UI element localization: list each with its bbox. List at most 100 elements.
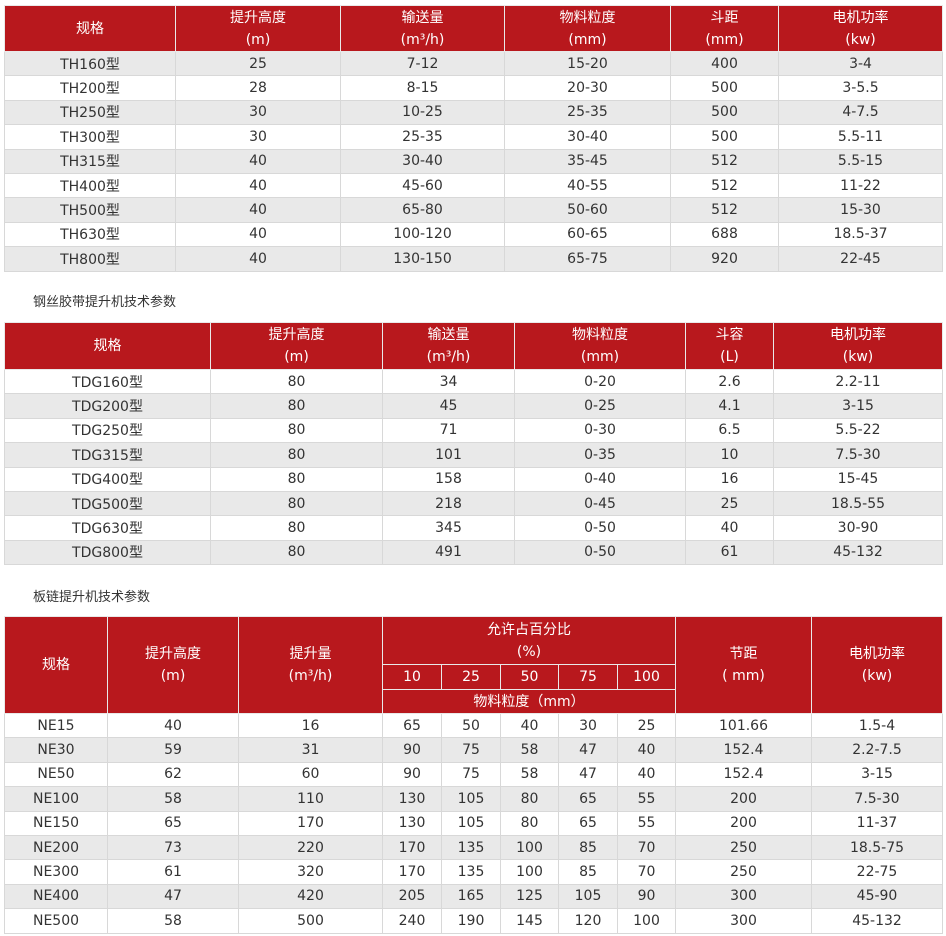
table-row: TH200型 28 8-15 20-30 500 3-5.5	[4, 75, 943, 101]
table-cell: 90	[382, 761, 442, 788]
table-cell: 170	[382, 834, 442, 861]
table-cell: 158	[382, 466, 515, 492]
table-cell: 40	[617, 737, 676, 763]
table-cell: 40	[685, 515, 774, 541]
table-cell: 512	[670, 172, 779, 199]
table-cell: 31	[238, 737, 383, 763]
table-cell: 28	[175, 75, 341, 101]
table-cell: 130-150	[340, 246, 505, 272]
table-cell: 61	[107, 859, 239, 885]
table-cell: 0-30	[514, 417, 686, 444]
header-lift-height: 提升高度 (m)	[107, 616, 239, 714]
table-cell: 22-75	[811, 859, 943, 885]
table-cell: 65-80	[340, 197, 505, 223]
header-percent-value: 75	[558, 664, 618, 690]
table-cell: 11-37	[811, 810, 943, 836]
table-row: TH315型 40 30-40 35-45 512 5.5-15	[4, 148, 943, 174]
table-cell: 105	[441, 786, 501, 812]
table-cell: 40	[500, 712, 559, 739]
header-percent-value: 50	[500, 664, 559, 690]
table-cell: 0-50	[514, 515, 686, 541]
table-cell: 135	[441, 834, 501, 861]
table-cell: 145	[500, 908, 559, 934]
table-cell: 240	[382, 908, 442, 934]
caption-steel-belt-elevator: 钢丝胶带提升机技术参数	[33, 295, 177, 310]
table-cell: TH200型	[4, 75, 176, 101]
table-cell: 25-35	[504, 99, 671, 126]
table-row: TDG250型 80 71 0-30 6.5 5.5-22	[4, 417, 943, 444]
table-cell: TH160型	[4, 50, 176, 77]
table-cell: 688	[670, 221, 779, 248]
column-header: 提升高度 (m)	[210, 322, 383, 370]
table-cell: 920	[670, 246, 779, 272]
table-cell: 18.5-55	[773, 490, 943, 517]
table-cell: 34	[382, 368, 515, 395]
table-cell: NE200	[4, 834, 108, 861]
table-row: NE300 61 320 170 135 100 85 70 250 22-75	[4, 859, 943, 885]
table-cell: 200	[675, 786, 812, 812]
table-cell: 55	[617, 786, 676, 812]
table-cell: 30-90	[773, 515, 943, 541]
table-cell: TDG630型	[4, 515, 211, 541]
table-cell: TDG250型	[4, 417, 211, 444]
table-cell: 152.4	[675, 761, 812, 788]
table-cell: 101	[382, 442, 515, 468]
table-cell: 75	[441, 761, 501, 788]
table-cell: TH800型	[4, 246, 176, 272]
table-cell: 58	[500, 761, 559, 788]
table-row: TDG500型 80 218 0-45 25 18.5-55	[4, 490, 943, 517]
table-row: NE100 58 110 130 105 80 65 55 200 7.5-30	[4, 786, 943, 812]
table-cell: 70	[617, 834, 676, 861]
table-cell: 130	[382, 786, 442, 812]
table-cell: 22-45	[778, 246, 943, 272]
table-cell: 3-15	[811, 761, 943, 788]
table-cell: 80	[210, 490, 383, 517]
header-percent-value: 100	[617, 664, 676, 690]
table-cell: 3-5.5	[778, 75, 943, 101]
table-cell: 130	[382, 810, 442, 836]
column-header: 电机功率 (kw)	[778, 5, 943, 52]
table-cell: 15-20	[504, 50, 671, 77]
table-row: NE50 62 60 90 75 58 47 40 152.4 3-15	[4, 761, 943, 788]
table-cell: 58	[500, 737, 559, 763]
table-cell: 420	[238, 883, 383, 910]
table-row: NE500 58 500 240 190 145 120 100 300 45-132	[4, 908, 943, 934]
table-cell: TDG500型	[4, 490, 211, 517]
table-cell: 4-7.5	[778, 99, 943, 126]
table-row: TDG160型 80 34 0-20 2.6 2.2-11	[4, 368, 943, 395]
column-header: 斗距 (mm)	[670, 5, 779, 52]
table-cell: NE30	[4, 737, 108, 763]
table-cell: 80	[210, 417, 383, 444]
table-row: TDG400型 80 158 0-40 16 15-45	[4, 466, 943, 492]
table-row: NE200 73 220 170 135 100 85 70 250 18.5-75	[4, 834, 943, 861]
table-cell: 40	[617, 761, 676, 788]
table-cell: NE500	[4, 908, 108, 934]
table-cell: TDG315型	[4, 442, 211, 468]
header-pitch: 节距( mm)	[675, 616, 812, 714]
table-cell: 47	[558, 737, 618, 763]
table-cell: TH250型	[4, 99, 176, 126]
table-cell: 4.1	[685, 393, 774, 419]
table-cell: 47	[107, 883, 239, 910]
table-cell: 250	[675, 834, 812, 861]
table-cell: 45-132	[773, 539, 943, 566]
column-header: 物料粒度 (mm)	[504, 5, 671, 52]
table-cell: 0-40	[514, 466, 686, 492]
header-percent-value: 25	[441, 664, 501, 690]
table-cell: 80	[210, 393, 383, 419]
table-cell: 65-75	[504, 246, 671, 272]
table-cell: 65	[558, 786, 618, 812]
table-cell: 100	[500, 859, 559, 885]
table-cell: 16	[238, 712, 383, 739]
table-cell: TDG200型	[4, 393, 211, 419]
table-cell: 30	[175, 124, 341, 150]
table-row: TH300型 30 25-35 30-40 500 5.5-11	[4, 124, 943, 150]
table-cell: 6.5	[685, 417, 774, 444]
table-row: TH800型 40 130-150 65-75 920 22-45	[4, 246, 943, 272]
table-cell: 3-15	[773, 393, 943, 419]
table-cell: 18.5-75	[811, 834, 943, 861]
table-cell: 80	[210, 515, 383, 541]
table-cell: 50	[441, 712, 501, 739]
table-cell: 80	[500, 810, 559, 836]
table-cell: 190	[441, 908, 501, 934]
